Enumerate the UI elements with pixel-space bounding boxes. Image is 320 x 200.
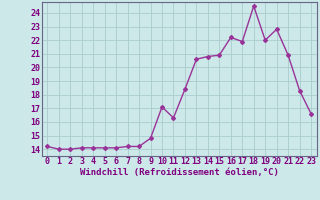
X-axis label: Windchill (Refroidissement éolien,°C): Windchill (Refroidissement éolien,°C) [80,168,279,177]
